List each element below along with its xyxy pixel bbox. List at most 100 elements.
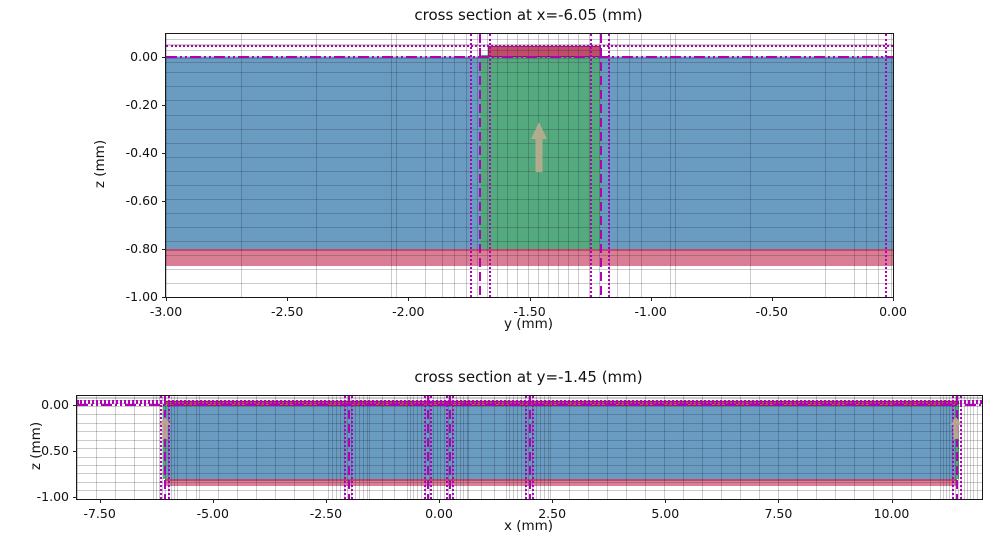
monitor-line-v-dashed [164,396,167,499]
grid-line-h [166,50,893,51]
grid-line-v [626,396,627,499]
y-tick-label: -1.00 [36,488,69,504]
grid-line-v [878,34,879,297]
grid-line-v [683,396,684,499]
grid-line-v [558,34,559,297]
grid-line-v [156,396,157,499]
x-tick-mark [408,297,410,301]
monitor-line-h-dashdot [166,56,893,59]
monitor-line-v-dotted [350,396,353,499]
grid-line-v [316,34,317,297]
y-tick-label: -0.50 [36,442,69,458]
grid-line-h [166,171,893,172]
grid-line-v [363,396,364,499]
grid-line-h [166,199,893,200]
grid-line-v [892,396,893,499]
grid-line-h [166,129,893,130]
x-tick-mark [325,499,327,503]
grid-line-v [134,396,135,499]
x-tick-mark [650,297,652,301]
grid-line-v [448,396,449,499]
monitor-line-v-dotted [423,396,426,499]
grid-line-v [355,396,356,499]
axes-area: -7.50 -5.00 -2.50 0.00 2.50 5.00 7.50 10.00 0.00… [37,395,983,521]
x-axis-label: y (mm) [503,316,554,332]
grid-line-v [568,34,569,297]
grid-line-v [588,396,589,499]
grid-line-v [237,396,238,499]
monitor-line-v-dashed [426,396,429,499]
grid-line-v [675,34,676,297]
monitor-line-v-dashed [956,396,959,499]
x-tick-label: -1.50 [513,304,546,319]
grid-line-v [460,396,461,499]
monitor-line-v-dashed [347,396,350,499]
grid-line-v [721,396,722,499]
grid-line-v [943,396,944,499]
grid-line-v [166,34,167,297]
x-tick-mark [529,297,531,301]
grid-line-v [171,396,172,499]
grid-line-h [166,143,893,144]
y-tick-label: -0.40 [125,145,158,161]
structure-substrate [165,405,958,479]
grid-line-v [153,396,154,499]
monitor-line-v-dashed [478,34,481,297]
x-tick-label: -3.00 [149,304,183,319]
grid-line-v [946,396,947,499]
grid-line-v [313,396,314,499]
x-tick-label: 0.00 [425,506,453,521]
grid-line-v [958,396,959,499]
grid-line-v [433,396,434,499]
y-tick-mark [73,405,77,406]
grid-line-v [759,396,760,499]
x-tick-label: -2.00 [392,304,425,319]
monitor-line-v-dotted [168,396,171,499]
grid-line-v [664,396,665,499]
x-tick-mark [439,499,440,503]
grid-line-v [949,396,950,499]
grid-line-v [497,34,498,297]
grid-line-v [778,396,779,499]
y-tick-mark [162,57,166,59]
grid-line-v [196,396,197,499]
x-tick-mark [287,297,289,301]
grid-line-v [369,396,370,499]
x-axis-label: x (mm) [503,518,554,534]
grid-line-v [241,34,242,297]
grid-line-h [166,39,893,40]
grid-line-v [967,396,968,499]
grid-line-v [437,396,438,499]
grid-line-v [970,396,971,499]
grid-line-v [629,34,630,297]
monitor-line-v-dashed [599,34,602,297]
grid-line-h [166,86,893,87]
y-tick-mark [162,249,166,250]
x-tick-mark [893,297,894,301]
grid-line-v [440,396,441,499]
plot-title: cross section at y=-1.45 (mm) [414,368,643,386]
grid-line-h [166,283,893,284]
monitor-line-h-dotted [77,399,982,402]
grid-line-v [854,396,855,499]
grid-line-v [336,396,337,499]
grid-line-h [166,269,893,270]
grid-line-v [509,396,510,499]
grid-line-v [891,34,892,297]
grid-line-v [382,396,383,499]
grid-line-v [528,34,529,297]
x-tick-mark [552,499,554,503]
monitor-line-v-dotted [470,34,473,297]
grid-line-v [873,396,874,499]
grid-line-h [166,44,893,45]
x-tick-label: 7.50 [764,506,793,521]
grid-line-v [359,396,360,499]
grid-line-v [513,396,514,499]
port-arrow-icon [531,121,548,173]
grid-line-v [599,34,600,297]
x-tick-label: 10.00 [873,506,910,521]
grid-line-v [550,396,551,499]
x-tick-mark [99,499,101,503]
x-tick-label: -0.50 [755,304,788,319]
grid-line-h [166,213,893,214]
